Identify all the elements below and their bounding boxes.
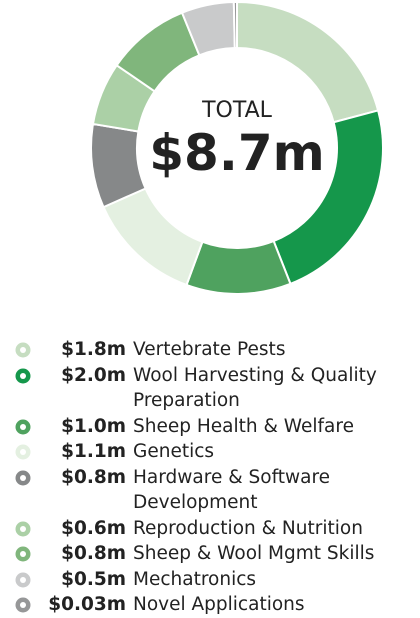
- legend-label: Hardware & Software Development: [133, 466, 331, 514]
- swatch-dot: [20, 347, 26, 353]
- legend-swatch: [15, 419, 31, 434]
- slice: [185, 239, 292, 295]
- legend-item: $1.1m Genetics: [15, 439, 415, 465]
- legend-swatch: [15, 342, 31, 358]
- slice: [232, 0, 238, 50]
- legend-value: $1.8m: [61, 339, 126, 360]
- legend-swatch: [15, 521, 31, 536]
- legend-swatch: [15, 546, 31, 562]
- swatch-dot: [20, 551, 26, 557]
- legend-item: $0.5m Mechatronics: [15, 567, 415, 593]
- legend-item: $0.8m Sheep & Wool Mgmt Skills: [15, 541, 415, 567]
- donut-chart: TOTAL $8.7m: [90, 0, 384, 295]
- swatch-dot: [20, 474, 26, 481]
- legend: $1.8m Vertebrate Pests $2.0m Wool Harvestin…: [15, 337, 415, 618]
- legend-label: Reproduction & Nutrition: [133, 517, 363, 539]
- legend-value: $0.6m: [61, 517, 126, 539]
- legend-swatch: [15, 444, 31, 460]
- legend-item: $2.0m Wool Harvesting & Quality Preparati…: [15, 363, 415, 414]
- legend-label: Wool Harvesting & Quality Preparation: [133, 364, 377, 412]
- legend-label: Novel Applications: [133, 594, 305, 615]
- legend-value: $0.5m: [61, 568, 126, 590]
- legend-label: Mechatronics: [133, 568, 257, 590]
- legend-item: $0.6m Reproduction & Nutrition: [15, 516, 415, 542]
- swatch-dot: [20, 525, 26, 532]
- swatch-dot: [20, 372, 26, 379]
- legend-label: Vertebrate Pests: [133, 339, 286, 360]
- legend-value: $0.8m: [61, 466, 126, 488]
- slice: [102, 187, 204, 287]
- legend-value: $2.0m: [61, 364, 126, 386]
- center-value: $8.7m: [149, 124, 324, 182]
- legend-label: Genetics: [133, 441, 215, 462]
- legend-item: $0.8m Hardware & Software Development: [15, 465, 415, 516]
- legend-value: $0.03m: [48, 594, 126, 615]
- legend-label: Sheep & Wool Mgmt Skills: [133, 543, 375, 564]
- legend-item: $0.03m Novel Applications: [15, 592, 415, 618]
- swatch-dot: [20, 449, 26, 455]
- legend-value: $0.8m: [61, 543, 126, 564]
- legend-swatch: [15, 368, 31, 383]
- swatch-dot: [20, 576, 26, 583]
- swatch-dot: [20, 423, 26, 430]
- legend-swatch: [15, 572, 31, 587]
- legend-label: Sheep Health & Welfare: [133, 415, 354, 437]
- swatch-dot: [20, 602, 26, 608]
- center-title: TOTAL: [201, 98, 273, 123]
- legend-swatch: [15, 597, 31, 613]
- legend-value: $1.1m: [61, 441, 126, 462]
- legend-swatch: [15, 470, 31, 485]
- legend-item: $1.8m Vertebrate Pests: [15, 337, 415, 363]
- legend-item: $1.0m Sheep Health & Welfare: [15, 414, 415, 440]
- legend-value: $1.0m: [61, 415, 126, 437]
